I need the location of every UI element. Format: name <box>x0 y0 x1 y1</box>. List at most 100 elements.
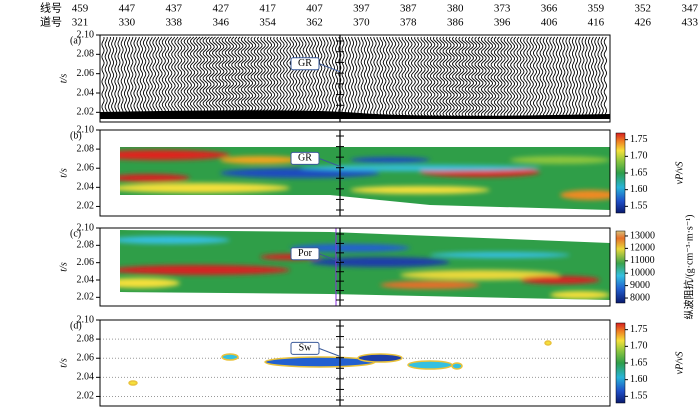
wiggle-trace <box>177 36 183 119</box>
wiggle-trace <box>404 36 410 119</box>
wiggle-trace <box>158 36 163 119</box>
wiggle-trace <box>448 36 455 119</box>
annotation: Sw <box>299 343 313 354</box>
wiggle-trace <box>436 36 442 119</box>
wiggle-trace <box>341 36 345 119</box>
line-number: 387 <box>400 3 417 15</box>
wiggle-trace <box>575 36 579 119</box>
wiggle-trace <box>279 36 285 119</box>
wiggle-trace <box>273 36 279 119</box>
wiggle-trace <box>202 36 209 119</box>
wiggle-trace <box>101 36 105 119</box>
y-tick-label: 2.06 <box>77 68 95 79</box>
wiggle-trace <box>266 36 273 119</box>
line-label: 线号 <box>40 1 62 15</box>
y-tick-label: 2.06 <box>77 353 95 364</box>
band <box>380 281 480 289</box>
wiggle-trace <box>331 36 335 119</box>
wiggle-trace <box>104 37 108 119</box>
trace-number: 330 <box>119 17 136 29</box>
colorbar-tick-label: 1.65 <box>630 167 648 178</box>
wiggle-trace <box>322 36 326 119</box>
band <box>120 150 230 160</box>
y-axis-label: t/s <box>58 262 69 272</box>
wiggle-trace <box>139 36 144 119</box>
wiggle-trace <box>451 36 459 119</box>
bands <box>120 150 610 200</box>
wiggle-trace <box>500 36 506 119</box>
band <box>350 157 430 163</box>
wiggle-trace <box>445 36 452 119</box>
attribute-section <box>120 230 610 300</box>
trace-number: 370 <box>353 17 370 29</box>
wiggle-trace <box>417 36 423 119</box>
wiggle-trace <box>212 36 218 119</box>
y-axis-label: t/s <box>58 358 69 368</box>
plot-frame <box>99 34 611 123</box>
wiggle-trace <box>584 36 588 119</box>
strong-reflector <box>100 110 610 119</box>
y-tick-label: 2.08 <box>77 333 95 344</box>
wiggle-trace <box>247 36 254 119</box>
trace-number: 354 <box>259 17 276 29</box>
wiggle-trace <box>180 36 186 119</box>
wiggle-trace <box>193 36 199 119</box>
y-tick-label: 2.06 <box>77 257 95 268</box>
trace-number: 346 <box>212 17 229 29</box>
wiggle-trace <box>199 36 205 119</box>
wiggle-trace <box>523 36 528 119</box>
wiggle-trace <box>597 36 601 119</box>
colorbar-tick-label: 1.70 <box>630 151 648 162</box>
wiggle-trace <box>299 37 304 119</box>
y-tick-label: 2.02 <box>77 107 95 118</box>
y-tick-label: 2.10 <box>77 29 95 40</box>
wiggle-trace <box>335 36 339 119</box>
wiggle-trace <box>344 36 348 119</box>
trace-number: 416 <box>588 17 605 29</box>
wiggle-trace <box>549 36 553 119</box>
y-axis-label: t/s <box>58 168 69 178</box>
wiggle-trace <box>328 36 332 119</box>
colorbar-tick-label: 1.70 <box>630 341 648 352</box>
panel-label: (a) <box>70 35 81 46</box>
wiggle-trace <box>529 36 534 119</box>
colorbar <box>615 132 626 214</box>
band <box>400 270 560 280</box>
y-tick-label: 2.08 <box>77 49 95 60</box>
band <box>520 276 600 284</box>
wiggle-trace <box>155 36 160 119</box>
wiggle-trace <box>186 36 192 119</box>
wiggle-trace <box>581 36 585 119</box>
saturation-blob <box>407 360 453 370</box>
wiggle-trace <box>183 36 189 119</box>
wiggle-trace <box>392 36 397 119</box>
wiggle-trace <box>389 37 393 119</box>
trace-number: 433 <box>681 17 698 29</box>
wiggle-trace <box>513 36 519 119</box>
wiggle-trace <box>587 36 591 119</box>
attribute-section <box>120 147 610 210</box>
wiggle-trace <box>152 36 157 119</box>
line-number: 347 <box>681 3 698 15</box>
wiggle-trace <box>231 36 238 119</box>
wiggle-trace <box>458 36 465 119</box>
band <box>300 165 540 171</box>
wiggle-trace <box>237 36 244 119</box>
wiggle-trace <box>539 36 544 119</box>
wiggle-trace <box>480 36 487 119</box>
wiggle-trace <box>315 36 320 119</box>
wiggle-trace <box>363 36 367 119</box>
wiggle-trace <box>263 36 269 119</box>
wiggle-trace <box>205 36 212 119</box>
wiggle-trace <box>164 36 170 119</box>
wiggle-trace <box>532 36 538 119</box>
annotation-leader <box>318 253 341 263</box>
annotation: Por <box>298 248 313 259</box>
annotation-leader <box>318 63 341 73</box>
wiggle-trace <box>565 36 569 119</box>
wiggle-trace <box>234 36 241 119</box>
colorbar-tick-label: 1.55 <box>630 201 648 212</box>
saturation-blob <box>451 362 463 370</box>
wiggle-trace <box>506 36 512 119</box>
wiggle-trace <box>133 36 137 119</box>
